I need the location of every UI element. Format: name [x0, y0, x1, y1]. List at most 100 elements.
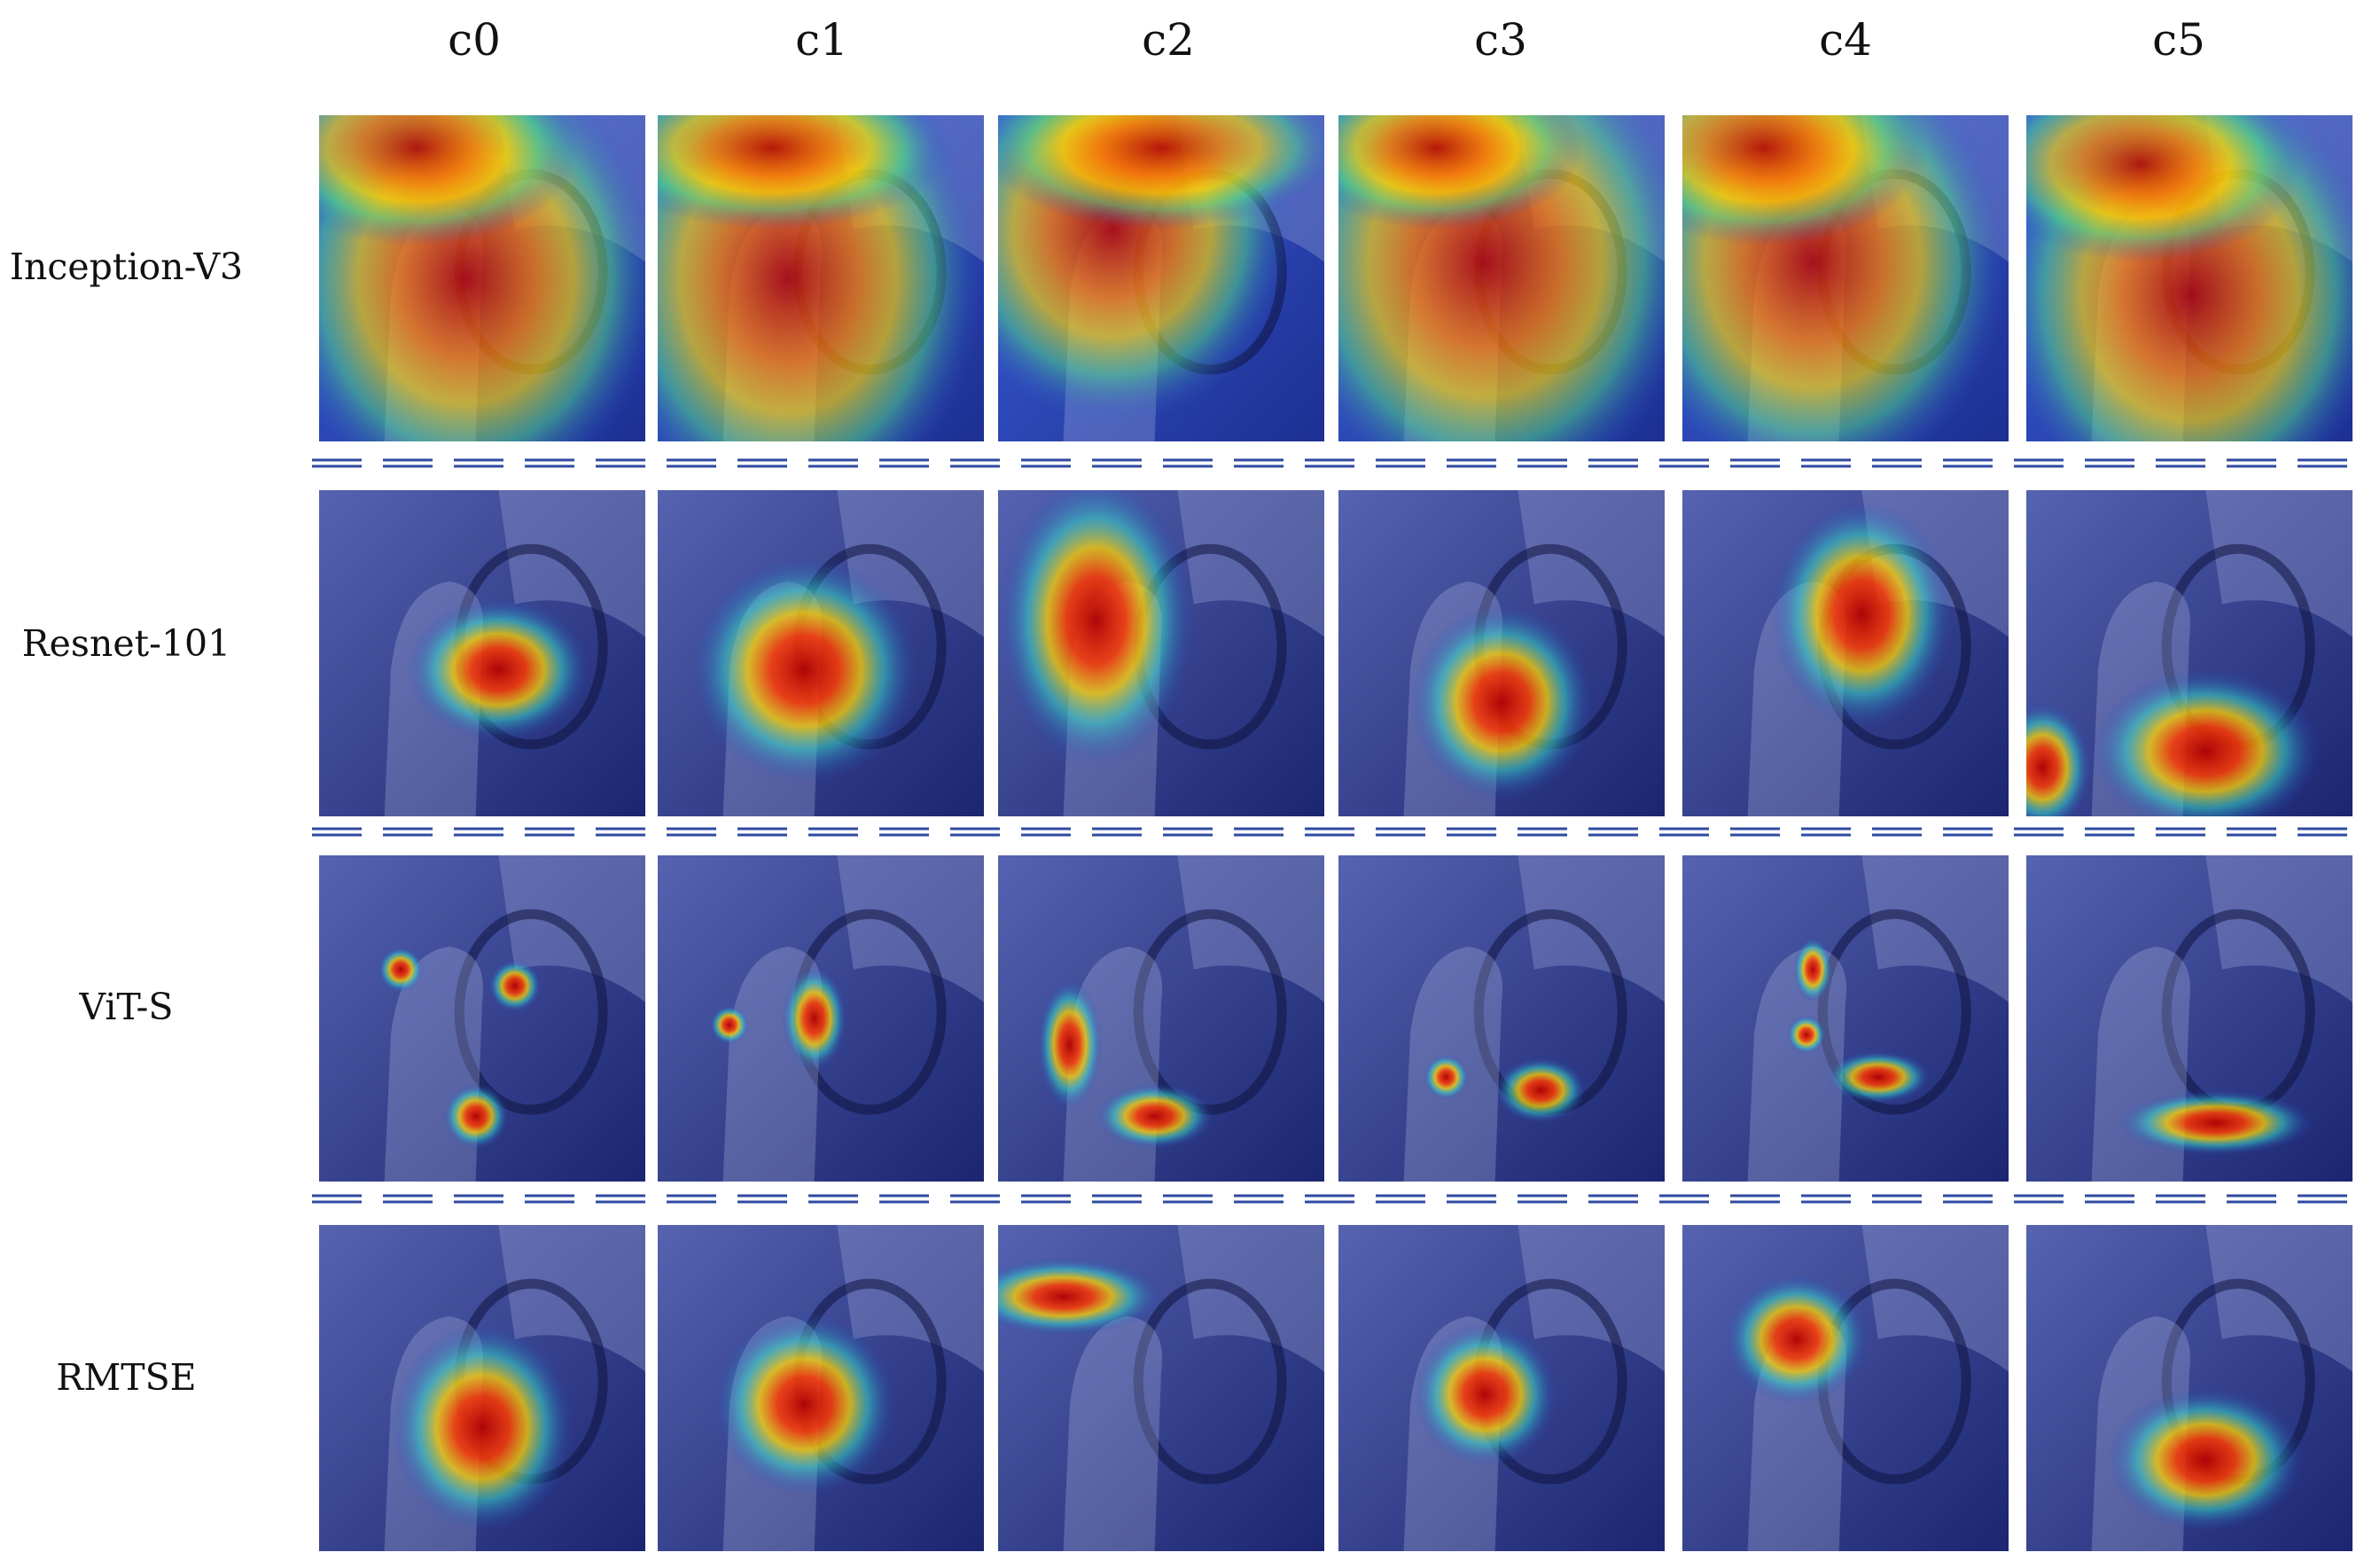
row-label-vit-s: ViT-S: [79, 986, 174, 1028]
attention-hotspot: [378, 947, 424, 993]
heatmap-image: [1682, 1225, 2009, 1551]
attention-hotspot: [2118, 1089, 2313, 1156]
heatmap-image: [1338, 490, 1665, 816]
driver-shape: [1063, 1316, 1163, 1551]
attention-hotspot: [1724, 1274, 1869, 1405]
heatmap-image: [1682, 855, 2009, 1182]
attention-hotspot: [1409, 604, 1594, 800]
heatmap-cell: [2026, 1225, 2352, 1551]
attention-hotspot: [2091, 669, 2321, 816]
heatmap-image: [2026, 1225, 2352, 1551]
heatmap-cell: [1338, 490, 1665, 816]
attention-hotspot: [1096, 1083, 1213, 1150]
heatmap-cell: [319, 855, 645, 1182]
attention-hotspot: [442, 1083, 509, 1150]
heatmap-image: [2026, 855, 2352, 1182]
attention-hotspot: [690, 555, 919, 784]
heatmap-image: [2026, 490, 2352, 816]
attention-hotspot: [1037, 979, 1103, 1111]
heatmap-image: [319, 490, 645, 816]
heatmap-cell: [2026, 855, 2352, 1182]
column-label-c3: c3: [1474, 14, 1527, 66]
heatmap-cell: [658, 490, 984, 816]
column-label-c5: c5: [2152, 14, 2205, 66]
steering-wheel-shape: [1133, 1278, 1287, 1485]
attention-hotspot: [709, 1005, 750, 1045]
attention-hotspot: [998, 1257, 1161, 1337]
heatmap-cell: [319, 1225, 645, 1551]
heatmap-cell: [319, 490, 645, 816]
attention-hotspot: [390, 1322, 574, 1532]
heatmap-background: [1682, 855, 2009, 1182]
heatmap-image: [998, 855, 1324, 1182]
attention-hotspot: [658, 115, 952, 230]
heatmap-image: [319, 1225, 645, 1551]
steering-wheel-shape: [454, 909, 608, 1115]
row-separator: [312, 458, 2361, 468]
row-separator: [312, 1194, 2361, 1204]
heatmap-cell: [998, 490, 1324, 816]
heatmap-cell: [319, 115, 645, 441]
heatmap-image: [1682, 490, 2009, 816]
row-label-inception-v3: Inception-V3: [9, 246, 244, 288]
heatmap-cell: [1338, 855, 1665, 1182]
heatmap-cell: [998, 1225, 1324, 1551]
column-label-c0: c0: [448, 14, 501, 66]
attention-hotspot: [2026, 702, 2092, 816]
heatmap-image: [1338, 855, 1665, 1182]
attention-hotspot: [1793, 937, 1833, 1002]
row-separator: [312, 827, 2361, 837]
attention-hotspot: [1825, 1050, 1931, 1104]
attention-hotspot: [488, 959, 542, 1012]
attention-hotspot: [998, 115, 1324, 230]
heatmap-image: [1338, 115, 1665, 441]
steering-wheel-shape: [1817, 909, 1971, 1115]
heatmap-image: [658, 490, 984, 816]
heatmap-image: [319, 855, 645, 1182]
heatmap-cell: [1338, 1225, 1665, 1551]
heatmap-cell: [2026, 115, 2352, 441]
attention-hotspot: [2026, 115, 2304, 262]
heatmap-cell: [998, 115, 1324, 441]
heatmap-cell: [1338, 115, 1665, 441]
attention-hotspot: [781, 966, 847, 1071]
heatmap-image: [1682, 115, 2009, 441]
column-label-c4: c4: [1819, 14, 1872, 66]
column-label-c1: c1: [795, 14, 848, 66]
attention-hotspot: [713, 1313, 896, 1496]
attention-hotspot: [2108, 1388, 2304, 1532]
heatmap-image: [998, 1225, 1324, 1551]
heatmap-cell: [658, 115, 984, 441]
heatmap-background: [1338, 855, 1665, 1182]
attention-hotspot: [319, 115, 581, 246]
heatmap-image: [319, 115, 645, 441]
heatmap-image: [998, 115, 1324, 441]
row-label-rmtse: RMTSE: [56, 1356, 197, 1399]
heatmap-cell: [1682, 115, 2009, 441]
heatmap-cell: [1682, 855, 2009, 1182]
attention-hotspot: [998, 490, 1194, 768]
heatmap-image: [658, 1225, 984, 1551]
attention-hotspot: [1413, 1322, 1557, 1467]
heatmap-image: [1338, 1225, 1665, 1551]
heatmap-image: [998, 490, 1324, 816]
heatmap-cell: [2026, 490, 2352, 816]
column-label-c2: c2: [1142, 14, 1195, 66]
heatmap-cell: [1682, 490, 2009, 816]
heatmap-image: [658, 115, 984, 441]
attention-hotspot: [1423, 1054, 1470, 1100]
attention-hotspot: [1786, 1015, 1826, 1055]
attention-hotspot: [1338, 115, 1583, 230]
driver-shape: [1747, 947, 1847, 1182]
heatmap-cell: [658, 855, 984, 1182]
row-label-resnet-101: Resnet-101: [21, 622, 231, 665]
attention-hotspot: [1682, 115, 1927, 246]
heatmap-cell: [998, 855, 1324, 1182]
attention-hotspot: [1770, 500, 1954, 729]
heatmap-cell: [658, 1225, 984, 1551]
attention-hotspot: [1494, 1057, 1587, 1123]
heatmap-image: [2026, 115, 2352, 441]
heatmap-image: [658, 855, 984, 1182]
attention-hotspot: [407, 597, 590, 742]
